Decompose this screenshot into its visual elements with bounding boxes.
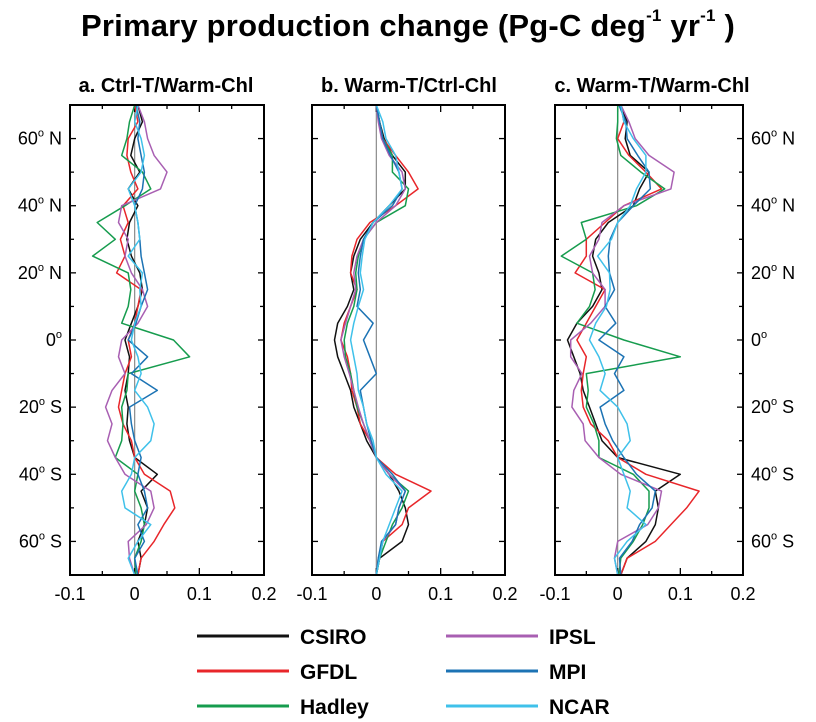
- series-line-ncar: [120, 104, 155, 576]
- x-tick-label: 0: [371, 584, 381, 604]
- plot-frame: [554, 104, 744, 576]
- legend-item-gfdl: GFDL: [197, 661, 357, 684]
- x-tick-label: 0.2: [730, 584, 755, 604]
- legend-item-ipsl: IPSL: [446, 626, 596, 649]
- legend-label: GFDL: [300, 661, 357, 684]
- series-line-ncar: [588, 104, 647, 576]
- figure-title: Primary production change (Pg-C deg-1 yr…: [81, 6, 735, 43]
- series-line-ipsl: [104, 104, 168, 576]
- panel-a: a. Ctrl-T/Warm-Chl -0.1 0 0.1 0.2 60o N 40o N 2…: [18, 75, 277, 604]
- panel-c: c. Warm-T/Warm-Chl -0.1 0 0.1 0.2 60o N 40o N 2…: [539, 75, 795, 604]
- plot-frame: [311, 104, 506, 576]
- y-tick-label: 20o S: [751, 396, 794, 417]
- legend-item-hadley: Hadley: [197, 696, 369, 719]
- legend-label: Hadley: [300, 696, 369, 719]
- series-line-hadley: [560, 105, 682, 576]
- x-tick-label: 0: [130, 584, 140, 604]
- legend-label: NCAR: [549, 696, 610, 719]
- series-line-hadley: [343, 104, 410, 576]
- y-tick-label: 40o N: [751, 195, 795, 216]
- legend-label: CSIRO: [300, 626, 367, 649]
- plot-frame: [69, 104, 265, 576]
- legend-label: IPSL: [549, 626, 596, 649]
- x-tick-label: 0: [613, 584, 623, 604]
- series-line-csiro: [333, 104, 410, 576]
- legend: CSIRO GFDL Hadley IPSL MPI NCAR: [197, 626, 610, 719]
- y-tick-label: 0o: [46, 329, 62, 350]
- series-line-mpi: [598, 104, 657, 576]
- x-tick-label: -0.1: [296, 584, 327, 604]
- y-tick-label: 0o: [751, 329, 767, 350]
- series-line-hadley: [91, 104, 191, 576]
- y-tick-label: 40o S: [19, 463, 62, 484]
- y-tick-label: 20o N: [18, 262, 62, 283]
- x-tick-label: 0.2: [251, 584, 276, 604]
- series-line-csiro: [566, 104, 682, 576]
- panel-b: b. Warm-T/Ctrl-Chl -0.1 0 0.1 0.2: [296, 75, 517, 604]
- x-tick-label: 0.1: [668, 584, 693, 604]
- y-tick-label: 60o N: [751, 128, 795, 149]
- legend-label: MPI: [549, 661, 586, 684]
- y-tick-label: 60o N: [18, 128, 62, 149]
- x-tick-label: 0.1: [428, 584, 453, 604]
- panel-title: c. Warm-T/Warm-Chl: [554, 75, 749, 97]
- series-line-ncar: [349, 104, 403, 576]
- y-tick-label: 40o N: [18, 195, 62, 216]
- legend-item-mpi: MPI: [446, 661, 586, 684]
- y-tick-label: 20o S: [19, 396, 62, 417]
- panel-title: b. Warm-T/Ctrl-Chl: [321, 75, 497, 97]
- y-tick-label: 40o S: [751, 463, 794, 484]
- series-line-ipsl: [569, 104, 675, 576]
- series-line-gfdl: [574, 104, 700, 576]
- x-tick-label: 0.1: [187, 584, 212, 604]
- y-tick-label: 60o S: [751, 530, 794, 551]
- legend-item-csiro: CSIRO: [197, 626, 367, 649]
- series-line-mpi: [356, 104, 407, 576]
- x-tick-label: -0.1: [54, 584, 85, 604]
- y-tick-label: 60o S: [19, 530, 62, 551]
- panel-title: a. Ctrl-T/Warm-Chl: [79, 75, 254, 97]
- legend-item-ncar: NCAR: [446, 696, 610, 719]
- x-tick-label: -0.1: [539, 584, 570, 604]
- series-line-mpi: [127, 104, 159, 576]
- y-tick-label: 20o N: [751, 262, 795, 283]
- series-line-csiro: [124, 104, 159, 576]
- series-line-gfdl: [340, 104, 432, 576]
- x-tick-label: 0.2: [492, 584, 517, 604]
